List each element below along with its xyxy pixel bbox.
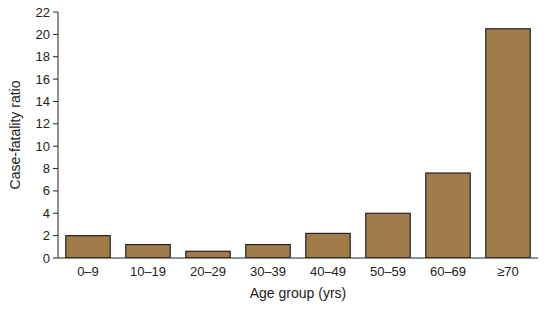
x-tick-label: 50–59 bbox=[370, 264, 406, 279]
bar bbox=[366, 213, 410, 258]
x-tick-label: 40–49 bbox=[310, 264, 346, 279]
y-tick bbox=[53, 213, 58, 214]
bar bbox=[66, 236, 110, 258]
y-tick-label: 22 bbox=[36, 5, 50, 20]
x-axis bbox=[58, 258, 538, 259]
bar bbox=[186, 251, 230, 258]
y-tick-label: 2 bbox=[43, 228, 50, 243]
x-tick-label: ≥70 bbox=[497, 264, 519, 279]
y-tick bbox=[53, 56, 58, 57]
y-tick bbox=[53, 146, 58, 147]
y-tick bbox=[53, 12, 58, 13]
y-tick-label: 6 bbox=[43, 183, 50, 198]
y-axis-label: Case-fatality ratio bbox=[7, 80, 23, 189]
y-tick-label: 12 bbox=[36, 116, 50, 131]
y-tick bbox=[53, 235, 58, 236]
y-tick-label: 20 bbox=[36, 27, 50, 42]
y-tick bbox=[53, 101, 58, 102]
bar bbox=[486, 29, 530, 258]
y-tick bbox=[53, 190, 58, 191]
x-tick-label: 60–69 bbox=[430, 264, 466, 279]
bar bbox=[306, 233, 350, 258]
y-tick bbox=[53, 79, 58, 80]
y-axis bbox=[58, 12, 59, 258]
x-tick-label: 0–9 bbox=[77, 264, 99, 279]
y-tick-label: 10 bbox=[36, 139, 50, 154]
y-tick-label: 18 bbox=[36, 49, 50, 64]
x-tick-label: 30–39 bbox=[250, 264, 286, 279]
y-tick-label: 4 bbox=[43, 206, 50, 221]
bar bbox=[426, 173, 470, 258]
y-tick bbox=[53, 123, 58, 124]
x-tick-label: 20–29 bbox=[190, 264, 226, 279]
x-axis-label: Age group (yrs) bbox=[250, 285, 346, 301]
y-tick bbox=[53, 258, 58, 259]
y-tick bbox=[53, 168, 58, 169]
y-tick-label: 16 bbox=[36, 72, 50, 87]
x-tick-label: 10–19 bbox=[130, 264, 166, 279]
bars bbox=[66, 29, 530, 258]
y-tick-label: 14 bbox=[36, 94, 50, 109]
bar bbox=[126, 245, 170, 258]
y-tick-label: 8 bbox=[43, 161, 50, 176]
bar bbox=[246, 245, 290, 258]
y-tick-label: 0 bbox=[43, 251, 50, 266]
y-tick bbox=[53, 34, 58, 35]
chart: 0 2 4 6 8 10 12 14 16 18 20 22 0–9 10–19 20–29 30–39 40–… bbox=[0, 0, 550, 311]
